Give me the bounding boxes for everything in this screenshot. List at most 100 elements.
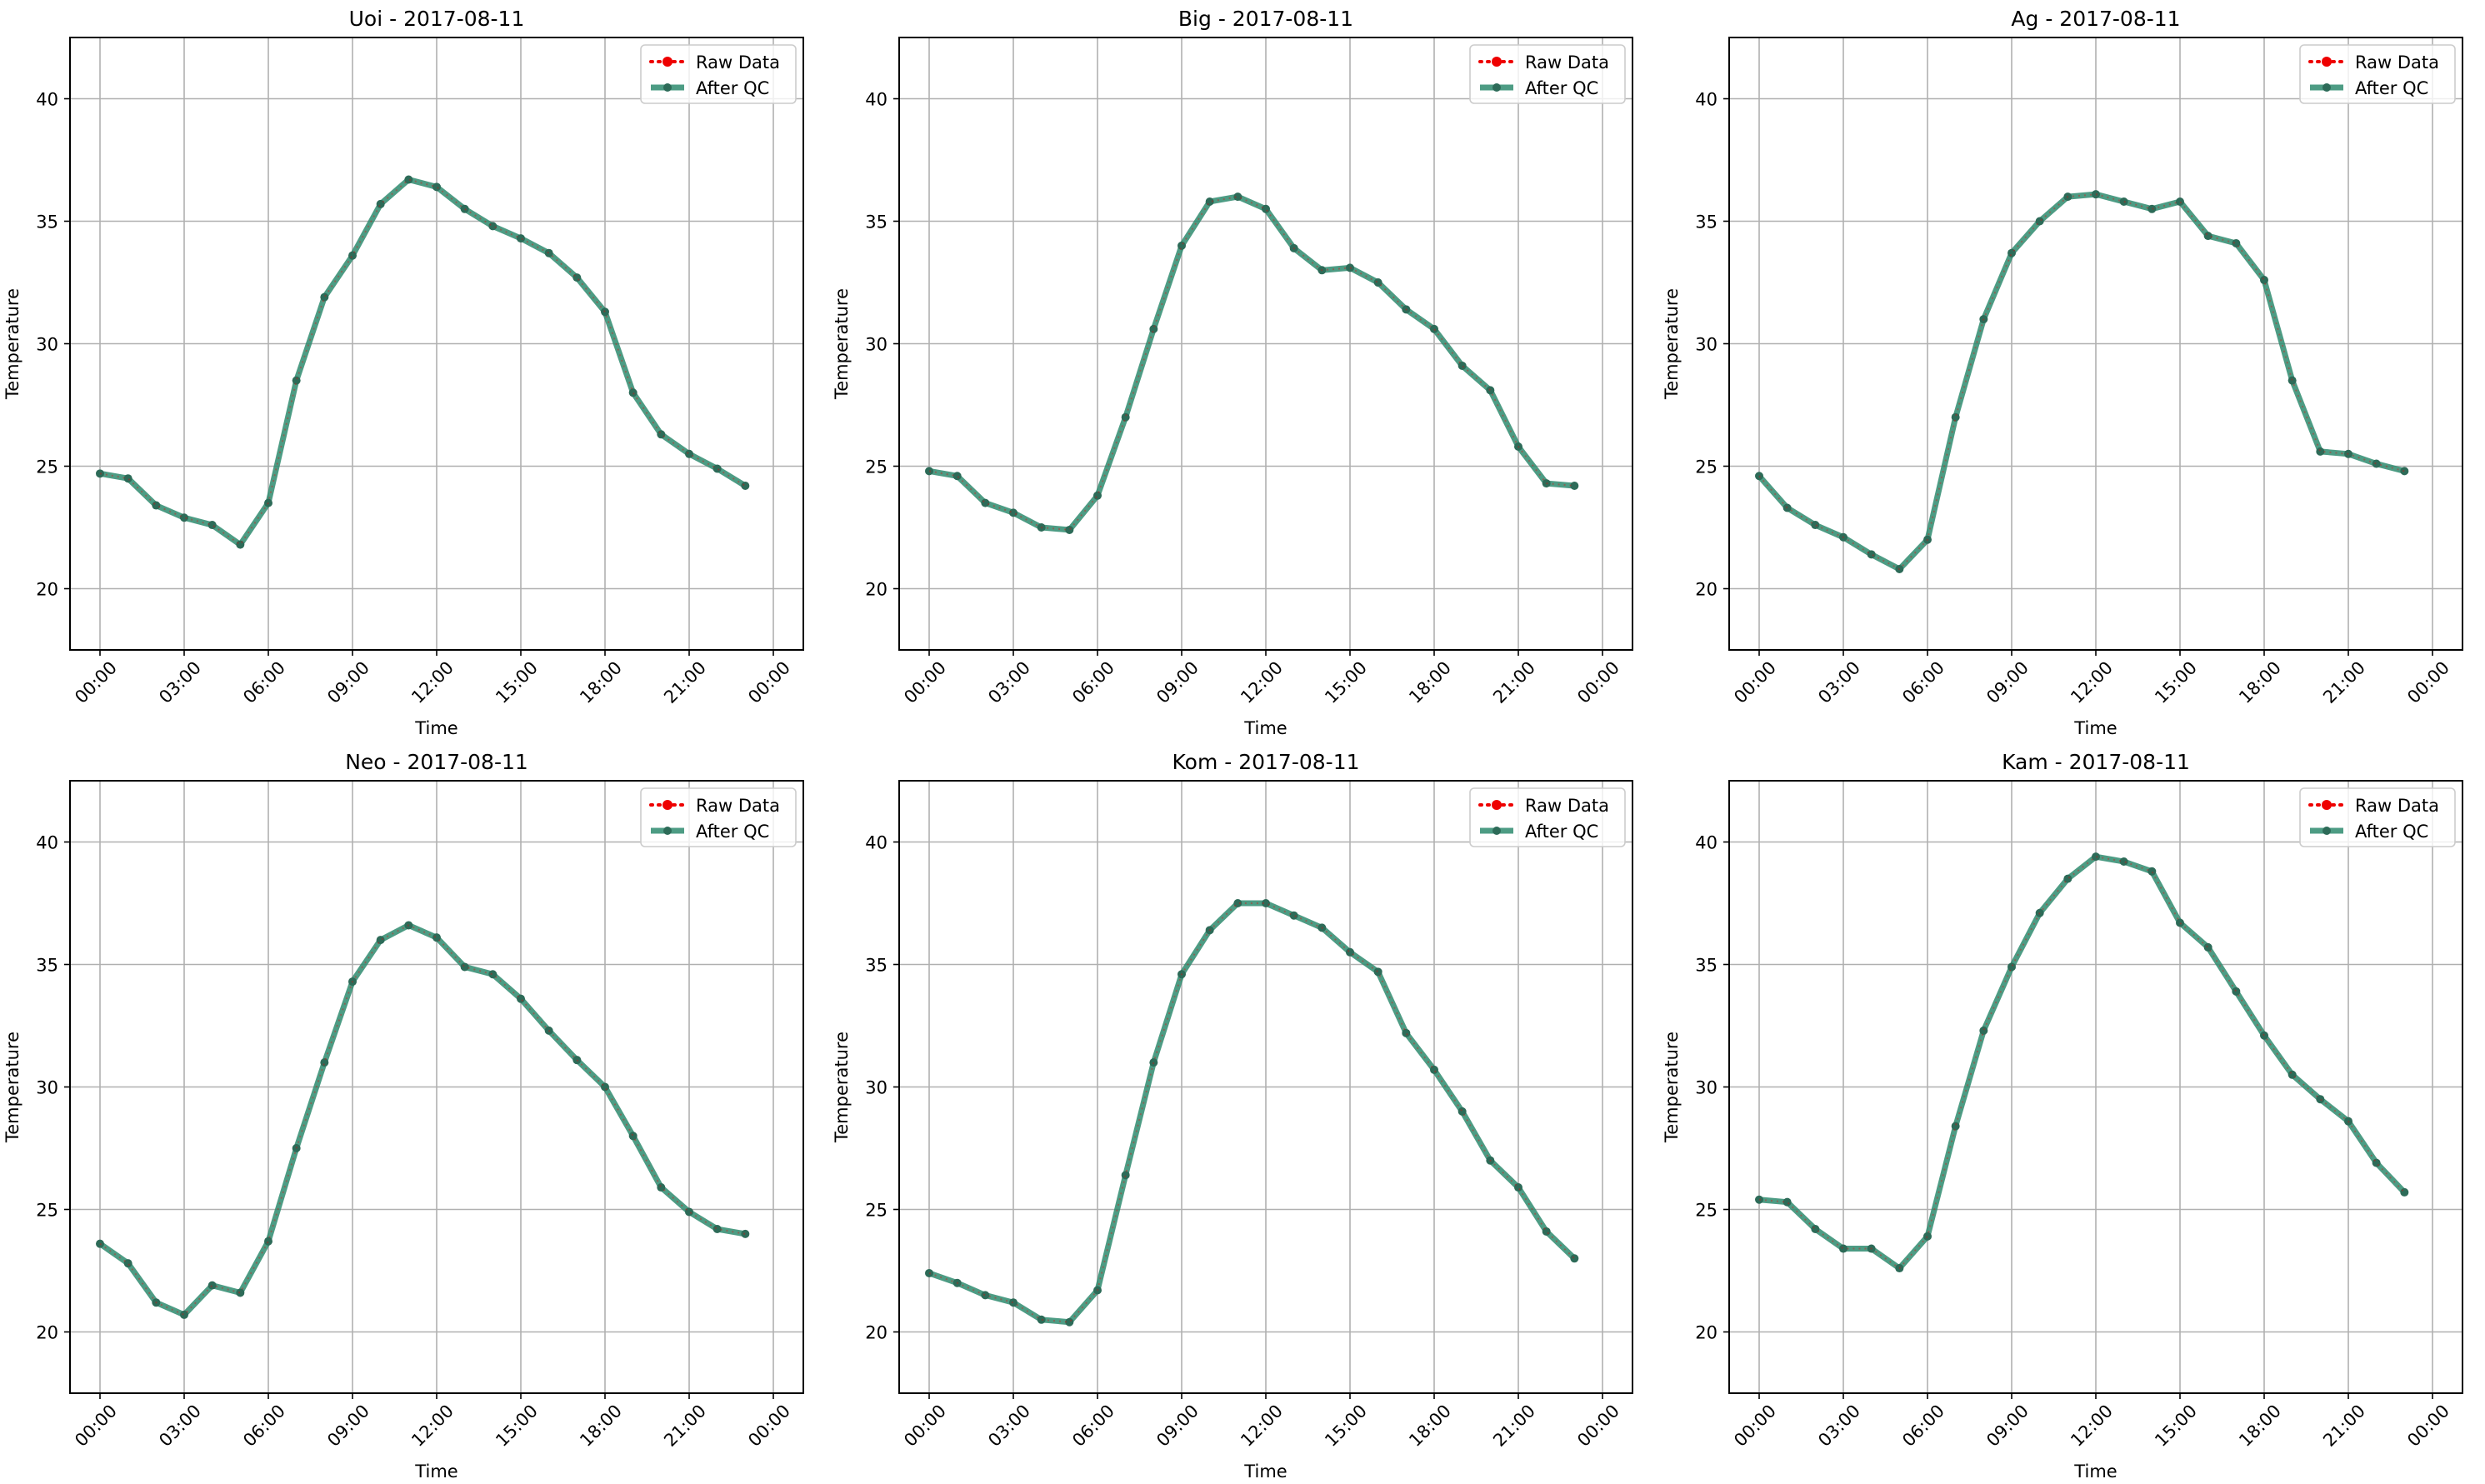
y-tick-label: 25 <box>865 457 888 477</box>
after-qc-point <box>2092 852 2100 862</box>
after-qc-point <box>2008 248 2016 257</box>
legend-raw-marker <box>662 800 672 810</box>
after-qc-point <box>2232 987 2241 996</box>
subplot-title: Ag - 2017-08-11 <box>2011 7 2180 31</box>
after-qc-point <box>348 977 357 987</box>
after-qc-point <box>1178 241 1186 250</box>
after-qc-point <box>1318 266 1327 275</box>
after-qc-point <box>741 482 750 491</box>
series-after-qc-line <box>926 193 1578 533</box>
after-qc-point <box>2260 1031 2268 1040</box>
y-tick-label: 40 <box>1695 90 1718 110</box>
after-qc-point <box>925 467 933 476</box>
after-qc-point <box>2288 376 2297 385</box>
legend-raw-label: Raw Data <box>2355 52 2439 72</box>
after-qc-point <box>264 498 272 507</box>
legend-qc-marker <box>663 827 672 835</box>
y-tick-label: 30 <box>865 335 888 355</box>
after-qc-point <box>981 1291 990 1300</box>
after-qc-point <box>1458 1107 1467 1116</box>
after-qc-point <box>2148 867 2157 876</box>
legend-qc-label: After QC <box>1525 822 1598 842</box>
after-qc-point <box>208 1281 217 1290</box>
after-qc-point <box>572 1056 582 1065</box>
after-qc-point <box>1205 197 1214 206</box>
after-qc-point <box>460 962 469 972</box>
after-qc-point <box>488 970 498 979</box>
y-tick-label: 35 <box>1695 956 1718 976</box>
y-tick-label: 20 <box>1695 580 1718 600</box>
after-qc-point <box>1458 361 1467 370</box>
after-qc-point <box>1402 305 1411 314</box>
after-qc-point <box>292 1144 301 1152</box>
after-qc-point <box>1923 535 1932 544</box>
after-qc-point <box>2316 1095 2325 1104</box>
after-qc-point <box>264 1237 272 1246</box>
legend-qc-marker <box>1492 827 1501 835</box>
y-tick-label: 30 <box>36 335 58 355</box>
legend-raw-marker <box>2322 800 2332 810</box>
after-qc-point <box>292 376 301 385</box>
subplot-title: Big - 2017-08-11 <box>1178 7 1353 31</box>
y-axis-label: Temperature <box>2 1032 22 1143</box>
y-tick-label: 20 <box>1695 1323 1718 1343</box>
after-qc-point <box>1009 508 1018 517</box>
after-qc-point <box>208 521 217 530</box>
legend-raw-marker <box>662 57 672 67</box>
y-tick-label: 20 <box>36 1323 58 1343</box>
after-qc-point <box>1867 550 1876 559</box>
after-qc-point <box>1839 1244 1848 1253</box>
after-qc-point <box>2344 1117 2352 1126</box>
after-qc-point <box>1811 521 1820 530</box>
after-qc-point <box>320 292 329 302</box>
legend-qc-label: After QC <box>2355 822 2428 842</box>
x-axis-label: Time <box>2073 1462 2117 1482</box>
after-qc-point <box>1318 923 1327 932</box>
after-qc-point <box>376 936 385 945</box>
after-qc-point <box>712 1225 722 1234</box>
y-axis-label: Temperature <box>1662 288 1682 400</box>
series-after-qc-line <box>926 900 1578 1326</box>
y-tick-label: 35 <box>36 956 58 976</box>
after-qc-point <box>1895 564 1904 573</box>
after-qc-point <box>1262 204 1270 213</box>
after-qc-point <box>925 1268 933 1277</box>
after-qc-point <box>1542 1227 1551 1236</box>
after-qc-point <box>96 1239 104 1248</box>
after-qc-point <box>1093 1286 1102 1295</box>
after-qc-point <box>96 469 104 478</box>
subplot-title: Kam - 2017-08-11 <box>2002 750 2190 774</box>
after-qc-point <box>123 1259 132 1268</box>
after-qc-point <box>2203 232 2212 241</box>
legend-qc-marker <box>2322 827 2331 835</box>
y-tick-label: 30 <box>1695 1078 1718 1098</box>
y-tick-label: 35 <box>1695 212 1718 232</box>
x-axis-label: Time <box>414 718 458 738</box>
after-qc-point <box>2148 204 2157 213</box>
legend-raw-marker <box>1492 57 1502 67</box>
after-qc-point <box>236 1288 245 1297</box>
series-after-qc-line <box>97 922 748 1318</box>
y-tick-label: 25 <box>1695 457 1718 477</box>
legend-raw-marker <box>1492 800 1502 810</box>
legend-raw-label: Raw Data <box>2355 796 2439 816</box>
after-qc-point <box>1289 911 1298 920</box>
legend-qc-label: After QC <box>1525 78 1598 98</box>
after-qc-point <box>712 464 722 473</box>
subplot-title: Neo - 2017-08-11 <box>345 750 528 774</box>
legend-raw-label: Raw Data <box>1525 52 1609 72</box>
after-qc-point <box>517 234 525 243</box>
legend-qc-label: After QC <box>696 78 769 98</box>
after-qc-point <box>1121 412 1130 422</box>
legend: Raw Data After QC <box>1469 44 1626 104</box>
after-qc-point <box>1149 1058 1158 1067</box>
after-qc-point <box>1867 1244 1876 1253</box>
after-qc-point <box>1121 1171 1130 1180</box>
y-tick-label: 20 <box>36 580 58 600</box>
legend-qc-marker <box>663 83 672 92</box>
after-qc-point <box>952 472 962 481</box>
after-qc-point <box>348 251 357 260</box>
legend-raw-label: Raw Data <box>1525 796 1609 816</box>
after-qc-point <box>657 430 666 439</box>
after-qc-point <box>1373 967 1382 977</box>
